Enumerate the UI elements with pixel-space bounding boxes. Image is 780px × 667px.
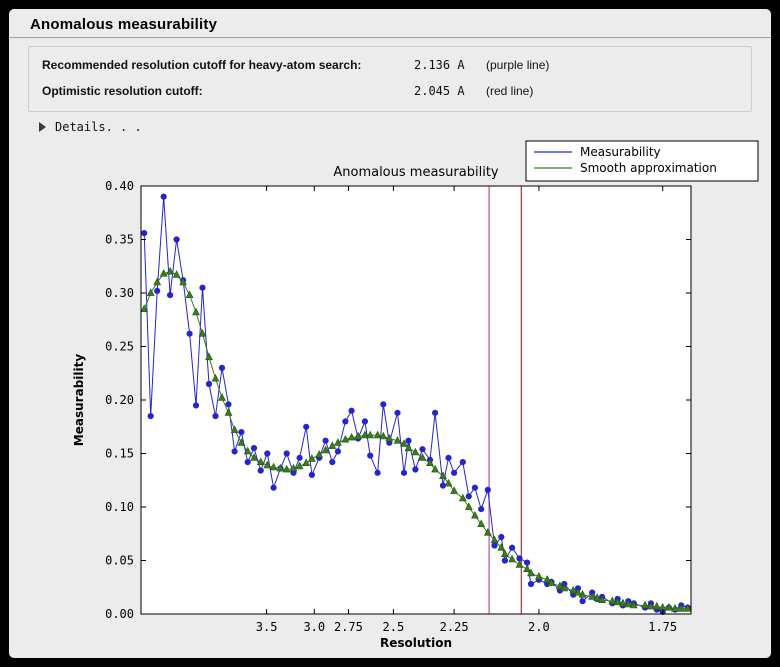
svg-text:0.00: 0.00 bbox=[105, 607, 134, 621]
y-tick-labels: 0.00 0.05 0.10 0.15 0.20 0.25 0.30 0.35 0.40 bbox=[105, 179, 134, 621]
svg-text:2.5: 2.5 bbox=[383, 620, 405, 634]
disclosure-triangle-icon bbox=[39, 122, 46, 132]
plot-area bbox=[141, 186, 691, 614]
axis-ticks bbox=[141, 185, 691, 615]
smooth-approximation-markers bbox=[140, 266, 692, 612]
svg-text:3.0: 3.0 bbox=[303, 620, 325, 634]
header-divider bbox=[9, 37, 771, 38]
chart-title: Anomalous measurability bbox=[333, 165, 499, 180]
optimistic-cutoff-label: Optimistic resolution cutoff: bbox=[42, 84, 203, 98]
x-axis-label: Resolution bbox=[380, 636, 452, 650]
svg-text:2.75: 2.75 bbox=[334, 620, 363, 634]
x-tick-labels: 3.5 3.0 2.75 2.5 2.25 2.0 1.75 bbox=[256, 620, 677, 634]
svg-text:0.20: 0.20 bbox=[105, 393, 134, 407]
svg-text:2.25: 2.25 bbox=[440, 620, 469, 634]
measurability-chart-figure: 0.00 0.05 0.10 0.15 0.20 0.25 0.30 0.35 0.40 3.5 3… bbox=[21, 136, 761, 651]
optimistic-cutoff-value: 2.045 A bbox=[414, 84, 465, 98]
panel-header: Anomalous measurability bbox=[9, 9, 771, 37]
svg-text:1.75: 1.75 bbox=[648, 620, 677, 634]
svg-text:0.40: 0.40 bbox=[105, 179, 134, 193]
details-label: Details. . . bbox=[55, 120, 142, 134]
svg-text:Measurability: Measurability bbox=[580, 145, 661, 159]
optimistic-cutoff-note: (red line) bbox=[486, 84, 534, 98]
svg-text:0.30: 0.30 bbox=[105, 286, 134, 300]
anomalous-measurability-panel: Anomalous measurability Recommended reso… bbox=[9, 9, 771, 658]
svg-text:Smooth approximation: Smooth approximation bbox=[580, 161, 717, 175]
recommended-cutoff-label: Recommended resolution cutoff for heavy-… bbox=[42, 58, 362, 72]
recommended-cutoff-note: (purple line) bbox=[486, 58, 550, 72]
recommended-cutoff-row: Recommended resolution cutoff for heavy-… bbox=[42, 52, 741, 78]
optimistic-cutoff-row: Optimistic resolution cutoff: 2.045 A (r… bbox=[42, 78, 741, 104]
recommended-cutoff-value: 2.136 A bbox=[414, 58, 465, 72]
svg-text:0.10: 0.10 bbox=[105, 500, 134, 514]
svg-text:0.35: 0.35 bbox=[105, 233, 134, 247]
measurability-chart: 0.000.050.100.150.200.250.300.350.403.5 3… bbox=[72, 140, 759, 650]
cutoff-info-box: Recommended resolution cutoff for heavy-… bbox=[28, 46, 752, 112]
y-axis-label: Measurability bbox=[72, 354, 86, 447]
svg-text:0.15: 0.15 bbox=[105, 447, 134, 461]
panel-title: Anomalous measurability bbox=[30, 16, 218, 33]
svg-text:3.5: 3.5 bbox=[256, 620, 278, 634]
svg-text:0.05: 0.05 bbox=[105, 554, 134, 568]
svg-text:2.0: 2.0 bbox=[528, 620, 550, 634]
details-disclosure[interactable]: Details. . . bbox=[39, 120, 771, 134]
legend: Measurability Smooth approximation bbox=[525, 140, 759, 182]
svg-text:0.25: 0.25 bbox=[105, 340, 134, 354]
